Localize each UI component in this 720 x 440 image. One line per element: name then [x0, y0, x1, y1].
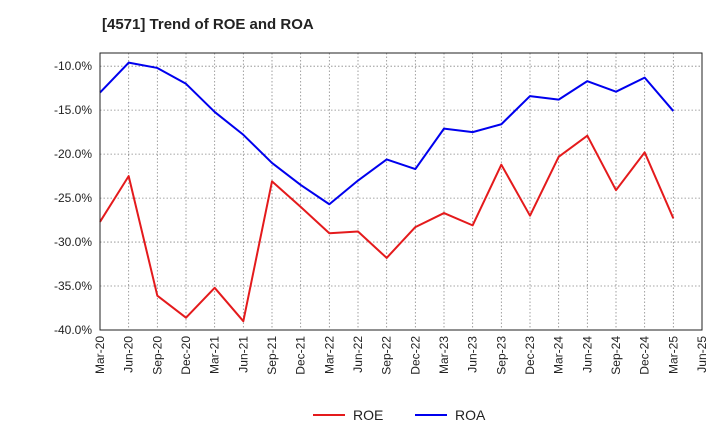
legend: ROE ROA	[313, 407, 486, 423]
series-lines	[99, 61, 675, 323]
x-tick-label: Jun-22	[351, 336, 365, 373]
y-tick-label: -40.0%	[54, 323, 92, 337]
y-tick-label: -25.0%	[54, 191, 92, 205]
legend-label-roe: ROE	[353, 407, 383, 423]
x-tick-label: Mar-20	[93, 336, 107, 374]
chart-title: [4571] Trend of ROE and ROA	[102, 16, 314, 33]
x-tick-label: Sep-23	[494, 336, 508, 375]
x-tick-label: Jun-24	[580, 336, 594, 373]
x-tick-label: Dec-24	[638, 336, 652, 375]
x-tick-label: Dec-20	[179, 336, 193, 375]
x-tick-label: Mar-23	[437, 336, 451, 374]
grid-lines	[100, 53, 702, 331]
plot-area-frame	[99, 52, 703, 331]
x-tick-label: Jun-21	[236, 336, 250, 373]
x-tick-label: Mar-22	[322, 336, 336, 374]
x-tick-label: Jun-23	[466, 336, 480, 373]
y-tick-label: -30.0%	[54, 235, 92, 249]
y-tick-label: -35.0%	[54, 279, 92, 293]
y-tick-label: -10.0%	[54, 59, 92, 73]
legend-label-roa: ROA	[455, 407, 486, 423]
series-line-roa	[99, 61, 675, 206]
x-tick-label: Jun-25	[695, 336, 709, 373]
x-tick-label: Mar-21	[208, 336, 222, 374]
x-axis-tick-labels: Mar-20 Jun-20 Sep-20 Dec-20 Mar-21 Jun-21 Sep-…	[93, 336, 709, 375]
x-tick-label: Dec-22	[408, 336, 422, 375]
x-tick-label: Sep-21	[265, 336, 279, 375]
y-tick-label: -20.0%	[54, 147, 92, 161]
x-tick-label: Dec-23	[523, 336, 537, 375]
series-line-roe	[99, 134, 675, 323]
y-tick-label: -15.0%	[54, 103, 92, 117]
x-tick-label: Mar-25	[666, 336, 680, 374]
x-tick-label: Sep-20	[150, 336, 164, 375]
y-axis-tick-labels: -40.0% -35.0% -30.0% -25.0% -20.0% -15.0% -10.…	[54, 59, 92, 337]
x-tick-label: Jun-20	[122, 336, 136, 373]
x-tick-label: Mar-24	[552, 336, 566, 374]
x-tick-label: Dec-21	[294, 336, 308, 375]
x-tick-label: Sep-22	[380, 336, 394, 375]
x-tick-label: Sep-24	[609, 336, 623, 375]
